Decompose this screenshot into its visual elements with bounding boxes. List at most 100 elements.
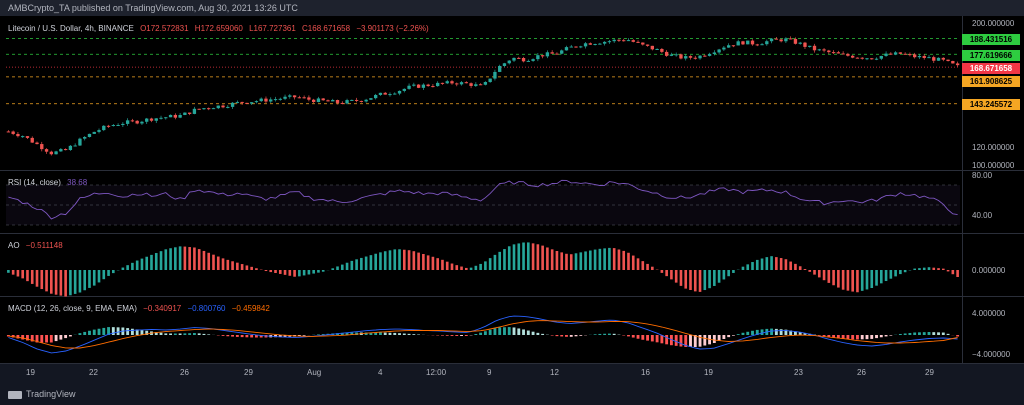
candle-body <box>316 98 321 103</box>
rsi-label[interactable]: RSI (14, close) <box>8 178 61 187</box>
candle-body <box>488 78 492 83</box>
candle-body <box>531 59 535 61</box>
candle-body <box>321 98 325 101</box>
candle-body <box>769 38 774 42</box>
candle-body <box>645 44 650 46</box>
candle-body <box>359 100 364 102</box>
level-label: 161.908625 <box>962 76 1020 87</box>
candle-body <box>445 81 449 84</box>
footer-bar <box>0 384 1024 405</box>
candle-body <box>946 59 950 62</box>
high-value: H172.659060 <box>194 24 243 33</box>
candle-body <box>106 125 111 127</box>
brand-text: TradingView <box>26 389 76 399</box>
candle-body <box>44 149 49 152</box>
candle-body <box>507 60 511 64</box>
candle-body <box>922 55 926 58</box>
candle-body <box>755 44 759 46</box>
candle-body <box>216 105 220 109</box>
candle-body <box>397 90 402 94</box>
candle-body <box>655 48 659 50</box>
price-tick: 120.000000 <box>972 143 1015 152</box>
rsi-pane[interactable] <box>0 171 962 233</box>
candle-body <box>760 44 764 46</box>
candle-body <box>664 51 669 56</box>
candle-body <box>746 40 750 45</box>
price-tick: 200.000000 <box>972 19 1015 28</box>
candle-body <box>855 57 860 59</box>
candle-body <box>936 57 941 61</box>
candle-body <box>259 98 263 102</box>
candle-body <box>416 84 421 88</box>
candle-body <box>707 53 712 56</box>
price-tick: 100.000000 <box>972 161 1015 170</box>
candle-body <box>741 41 745 45</box>
tradingview-logo[interactable]: TradingView <box>8 389 76 399</box>
level-label: 143.245572 <box>962 99 1020 110</box>
candle-body <box>550 52 554 54</box>
candle-body <box>955 63 960 66</box>
pane-divider[interactable] <box>0 170 1024 171</box>
candle-body <box>178 114 182 118</box>
candle-body <box>159 117 163 119</box>
candle-body <box>941 57 945 60</box>
candle-body <box>607 41 612 43</box>
ao-label[interactable]: AO <box>8 241 20 250</box>
candle-body <box>521 58 526 62</box>
candle-body <box>598 43 602 45</box>
candle-body <box>674 54 678 56</box>
time-label: 29 <box>925 368 934 377</box>
candle-body <box>722 47 726 50</box>
rsi-value: 38.68 <box>67 178 88 187</box>
candle-body <box>569 46 573 48</box>
candle-body <box>168 114 173 118</box>
tradingview-logo-icon <box>8 390 22 399</box>
macd-line <box>8 315 958 354</box>
candle-body <box>92 131 96 134</box>
symbol-label[interactable]: Litecoin / U.S. Dollar, 4h, BINANCE <box>8 24 134 33</box>
candle-body <box>192 108 197 114</box>
pane-divider[interactable] <box>0 233 1024 234</box>
candle-body <box>11 131 15 134</box>
candle-body <box>812 45 817 51</box>
candle-body <box>927 57 931 59</box>
candle-body <box>440 82 445 84</box>
candle-body <box>436 82 440 87</box>
pane-divider[interactable] <box>0 296 1024 297</box>
time-label: 26 <box>857 368 866 377</box>
macd-label[interactable]: MACD (12, 26, close, 9, EMA, EMA) <box>8 304 137 313</box>
candle-body <box>63 149 68 151</box>
candle-body <box>278 98 282 100</box>
candle-body <box>583 43 588 47</box>
time-label: Aug <box>307 368 322 377</box>
time-label: 12 <box>550 368 559 377</box>
candle-body <box>16 133 20 137</box>
candle-body <box>369 98 373 100</box>
rsi-line <box>8 179 958 220</box>
time-label: 22 <box>89 368 98 377</box>
candle-body <box>388 94 392 96</box>
candle-body <box>703 55 707 57</box>
macd-value-macd: −0.800760 <box>187 304 226 313</box>
rsi-legend: RSI (14, close) 38.68 <box>8 178 87 187</box>
publish-header: AMBCrypto_TA published on TradingView.co… <box>0 0 1024 16</box>
candle-body <box>135 120 139 124</box>
candle-body <box>517 57 521 59</box>
candle-body <box>564 47 569 51</box>
candle-body <box>512 57 516 61</box>
candle-body <box>526 60 530 62</box>
candle-body <box>913 54 917 58</box>
signal-line <box>8 320 958 349</box>
change-value: −3.901173 (−2.26%) <box>356 24 429 33</box>
candle-body <box>641 42 645 45</box>
candle-body <box>187 112 192 114</box>
candle-body <box>78 138 82 146</box>
candle-body <box>536 55 540 60</box>
price-pane[interactable] <box>0 16 962 170</box>
candle-body <box>874 58 879 60</box>
candle-body <box>40 144 44 150</box>
candle-body <box>612 39 616 42</box>
candle-body <box>269 99 273 102</box>
candle-body <box>254 101 259 103</box>
candle-body <box>617 39 621 41</box>
